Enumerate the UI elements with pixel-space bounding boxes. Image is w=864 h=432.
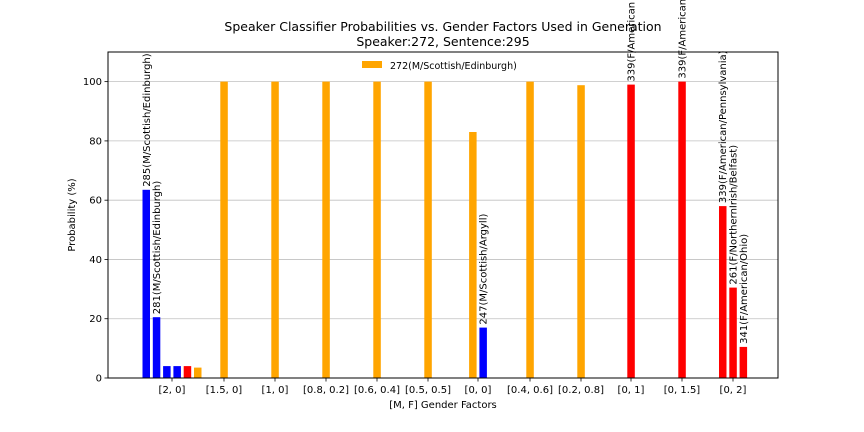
x-tick-label: [0.4, 0.6] [507,385,553,396]
bar [479,327,487,378]
legend-label: 272(M/Scottish/Edinburgh) [390,61,517,72]
legend: 272(M/Scottish/Edinburgh) [362,61,517,72]
bar-label: 341(F/American/Ohio) [739,234,750,344]
grid-lines [108,81,778,320]
bar [163,366,171,378]
bar [373,81,381,378]
chart-subtitle: Speaker:272, Sentence:295 [356,34,529,49]
x-axis: [2, 0] [1.5, 0] [1, 0] [0.8, 0.2] [0.6, 0.4]… [159,378,747,396]
bar [719,206,727,378]
bar [678,81,686,378]
bar-label: 285(M/Scottish/Edinburgh) [142,53,153,187]
x-tick-label: [0.5, 0.5] [405,385,451,396]
y-tick-label: 60 [89,196,102,207]
y-tick-label: 40 [89,255,102,266]
x-tick-label: [0.8, 0.2] [303,385,349,396]
y-tick-label: 100 [83,77,102,88]
bar [271,81,279,378]
x-tick-label: [2, 0] [159,385,186,396]
bar [424,81,432,378]
bar-label: 339(F/American [678,0,689,79]
bar [142,189,150,378]
x-axis-label: [M, F] Gender Factors [389,400,497,411]
bar [152,317,161,378]
bar [577,85,585,378]
bar [729,287,737,378]
x-tick-label: [0.2, 0.8] [558,385,604,396]
bar [739,346,748,378]
y-tick-label: 20 [89,314,102,325]
bar-label: 281(M/Scottish/Edinburgh) [152,181,163,315]
bar [173,366,181,378]
x-tick-label: [0, 1.5] [664,385,701,396]
bar [627,84,635,378]
x-tick-label: [0, 1] [618,385,645,396]
bar-label: 247(M/Scottish/Argyll) [479,214,490,325]
bar [526,81,534,378]
x-tick-label: [0, 2] [720,385,747,396]
x-tick-label: [0, 0] [465,385,492,396]
bar-label: 261(F/NorthernIrish/Belfast) [729,145,740,285]
bar [322,81,330,378]
bars [142,81,748,378]
bar-labels: 285(M/Scottish/Edinburgh)281(M/Scottish/… [142,0,750,344]
bar [220,81,228,378]
y-axis: 0 20 40 60 80 100 [83,77,108,385]
bar [194,367,202,378]
y-axis-label: Probability (%) [67,178,78,251]
bar-label: 339(F/American [627,2,638,82]
x-tick-label: [1, 0] [262,385,289,396]
bar-label: 339(F/American/Pennsylvania) [718,50,729,203]
y-tick-label: 0 [96,374,102,385]
x-tick-label: [1.5, 0] [206,385,243,396]
x-tick-label: [0.6, 0.4] [354,385,400,396]
plot-frame [107,51,779,379]
bar [183,366,192,378]
bar [469,132,477,378]
chart-title: Speaker Classifier Probabilities vs. Gen… [224,19,661,34]
y-tick-label: 80 [89,136,102,147]
legend-swatch [362,61,382,68]
